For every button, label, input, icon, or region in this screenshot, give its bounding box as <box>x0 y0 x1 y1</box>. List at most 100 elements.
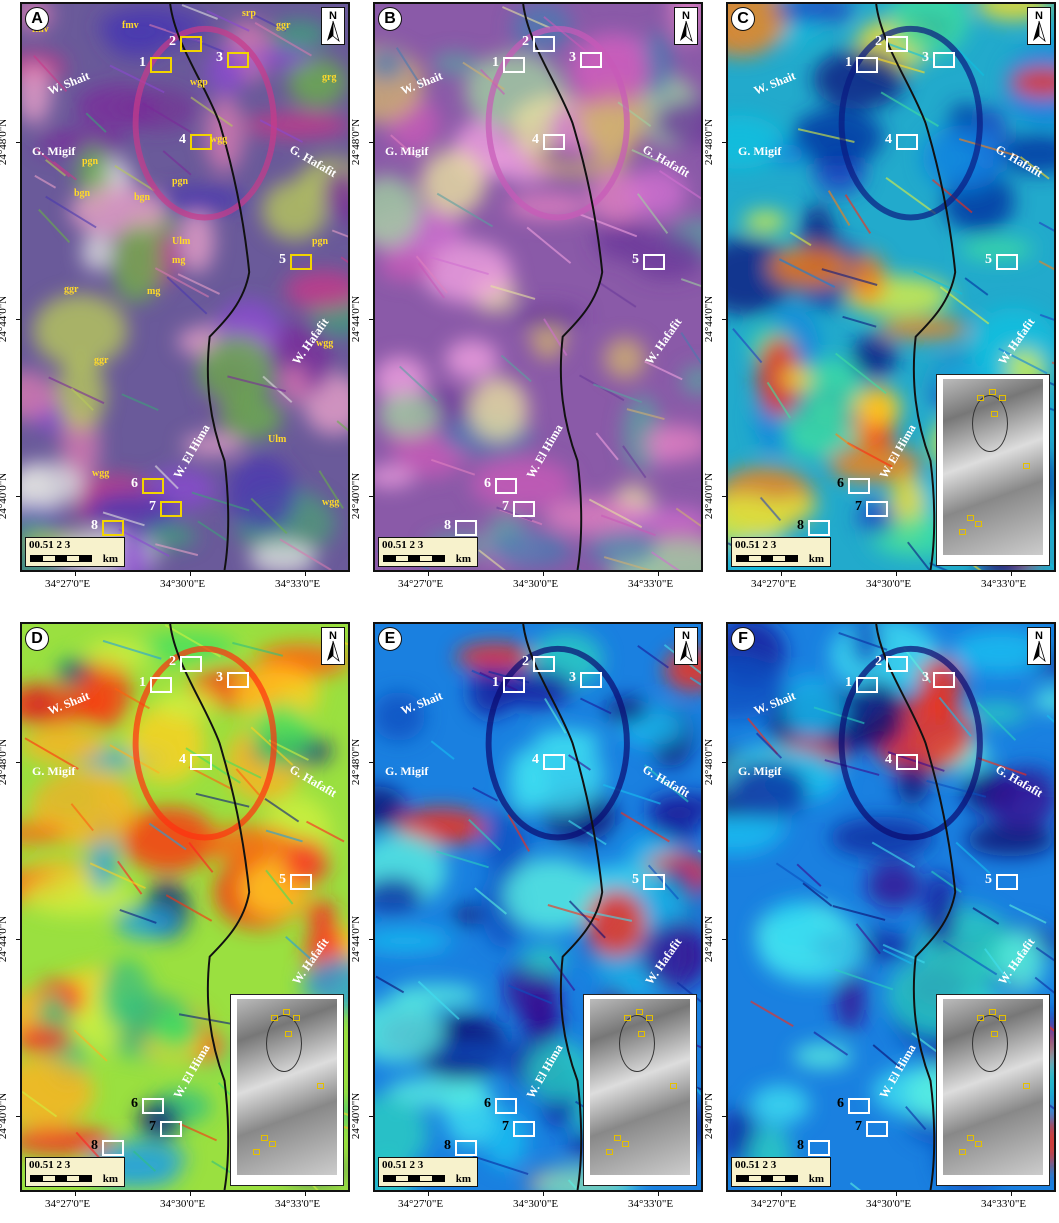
site-box-2 <box>180 656 202 672</box>
site-box-3 <box>580 672 602 688</box>
longitude-label: 34°33'0"E <box>981 1198 1027 1210</box>
lat-tick <box>16 939 20 940</box>
svg-text:N: N <box>329 10 337 22</box>
site-box-8 <box>808 1140 830 1156</box>
north-arrow-icon: N <box>1027 7 1051 45</box>
latitude-label: 24°48'0"N <box>350 738 363 786</box>
scale-bar: 00.51 2 3 km <box>731 1157 831 1187</box>
site-number: 5 <box>632 872 639 887</box>
site-box-6 <box>495 478 517 494</box>
latitude-label: 24°48'0"N <box>703 118 716 166</box>
site-number: 4 <box>179 752 186 767</box>
site-number: 3 <box>922 670 929 685</box>
rock-unit-label: srp <box>242 8 256 19</box>
site-box-4 <box>896 754 918 770</box>
site-box-2 <box>180 36 202 52</box>
rock-unit-label: wgg <box>210 134 228 145</box>
scale-unit: km <box>455 553 471 565</box>
map-panel-b: B N 00.51 2 3 km W. Shait G. Migif G. Hafafit W… <box>373 2 703 572</box>
scale-bar: 00.51 2 3 km <box>25 1157 125 1187</box>
rock-unit-label: Ulm <box>172 236 191 247</box>
site-box-3 <box>227 672 249 688</box>
svg-text:N: N <box>1035 630 1043 642</box>
lon-tick <box>543 1192 544 1196</box>
site-box-5 <box>996 874 1018 890</box>
site-box-8 <box>102 520 124 536</box>
site-box-4 <box>543 754 565 770</box>
lat-tick <box>369 319 373 320</box>
scale-bar: 00.51 2 3 km <box>378 537 478 567</box>
scale-numbers: 00.51 2 3 <box>735 539 777 551</box>
site-number: 2 <box>169 654 176 669</box>
site-box-1 <box>856 677 878 693</box>
rock-unit-label: wgg <box>92 468 110 479</box>
site-box-1 <box>150 57 172 73</box>
site-number: 8 <box>91 1138 98 1153</box>
lat-tick <box>16 762 20 763</box>
lat-tick <box>16 1116 20 1117</box>
place-label: G. Migif <box>32 764 76 778</box>
site-box-2 <box>533 656 555 672</box>
site-number: 2 <box>875 654 882 669</box>
latitude-label: 24°44'0"N <box>0 295 10 343</box>
rock-unit-label: bgn <box>134 192 151 203</box>
site-number: 8 <box>444 518 451 533</box>
site-box-1 <box>503 677 525 693</box>
longitude-label: 34°27'0"E <box>398 1198 444 1210</box>
north-arrow-icon: N <box>674 627 698 665</box>
site-box-5 <box>290 874 312 890</box>
site-box-4 <box>543 134 565 150</box>
place-label: G. Migif <box>385 144 429 158</box>
scale-unit: km <box>102 1173 118 1185</box>
rock-unit-label: pgn <box>312 236 329 247</box>
longitude-label: 34°27'0"E <box>45 1198 91 1210</box>
lat-tick <box>369 939 373 940</box>
longitude-label: 34°33'0"E <box>628 1198 674 1210</box>
site-number: 1 <box>139 55 146 70</box>
latitude-label: 24°44'0"N <box>0 915 10 963</box>
scale-unit: km <box>808 1173 824 1185</box>
site-box-6 <box>848 1098 870 1114</box>
site-box-5 <box>290 254 312 270</box>
lat-tick <box>369 496 373 497</box>
place-label: G. Migif <box>385 764 429 778</box>
site-box-6 <box>142 478 164 494</box>
rock-unit-label: pgn <box>82 156 99 167</box>
panel-letter: F <box>731 627 755 651</box>
place-label: G. Migif <box>738 764 782 778</box>
site-box-8 <box>102 1140 124 1156</box>
rock-unit-label: mg <box>147 286 161 297</box>
site-number: 2 <box>169 34 176 49</box>
latitude-label: 24°44'0"N <box>350 915 363 963</box>
site-box-7 <box>866 1121 888 1137</box>
site-number: 2 <box>522 34 529 49</box>
site-number: 4 <box>179 132 186 147</box>
lon-tick <box>305 572 306 576</box>
lon-tick <box>428 572 429 576</box>
site-box-7 <box>866 501 888 517</box>
site-number: 3 <box>569 670 576 685</box>
site-number: 6 <box>484 1096 491 1111</box>
svg-text:N: N <box>1035 10 1043 22</box>
site-number: 3 <box>569 50 576 65</box>
map-panel-f: F N 00.51 2 3 km W. Shait G. Migif G. Hafafit W… <box>726 622 1056 1192</box>
lon-tick <box>190 572 191 576</box>
lat-tick <box>722 939 726 940</box>
latitude-label: 24°44'0"N <box>350 295 363 343</box>
lon-tick <box>781 1192 782 1196</box>
rock-unit-label: wgg <box>322 497 340 508</box>
panel-letter: A <box>25 7 49 31</box>
rock-unit-label: grg <box>322 72 337 83</box>
longitude-label: 34°30'0"E <box>160 578 206 590</box>
scale-bar: 00.51 2 3 km <box>378 1157 478 1187</box>
site-box-8 <box>455 1140 477 1156</box>
site-number: 8 <box>91 518 98 533</box>
site-box-5 <box>643 254 665 270</box>
site-number: 5 <box>985 872 992 887</box>
lon-tick <box>658 1192 659 1196</box>
raster-image <box>22 4 348 570</box>
site-box-3 <box>227 52 249 68</box>
site-number: 6 <box>131 476 138 491</box>
site-number: 7 <box>855 1119 862 1134</box>
site-box-1 <box>150 677 172 693</box>
